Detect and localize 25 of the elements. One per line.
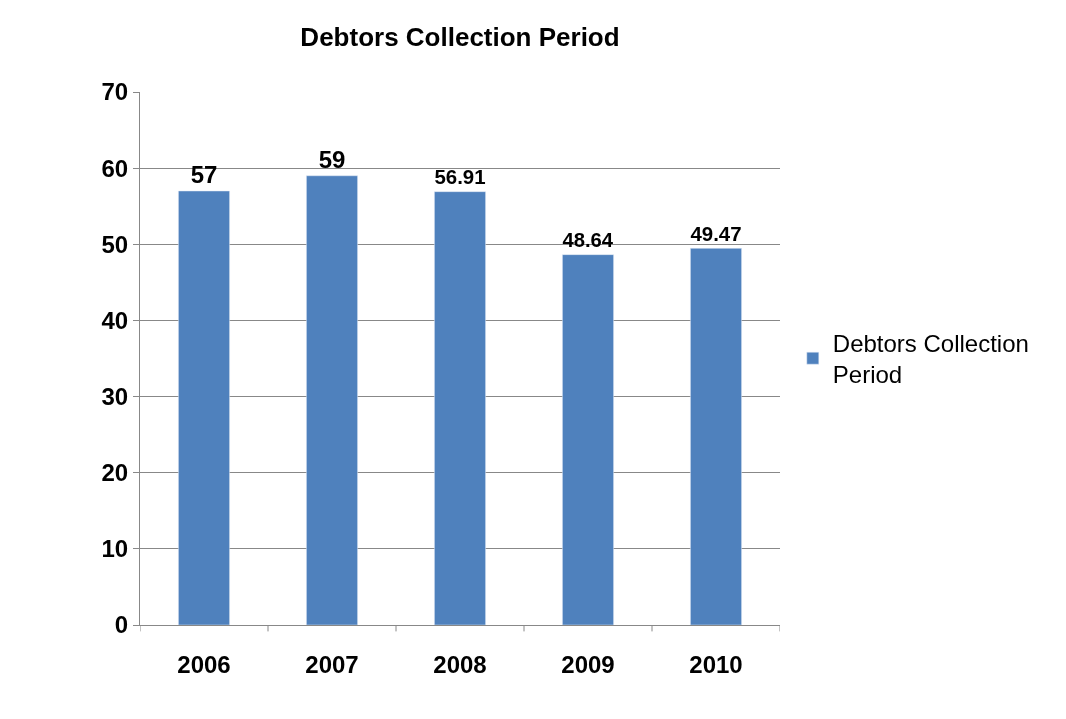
y-tick-label: 70 (101, 78, 129, 106)
x-tick-label: 2007 (305, 650, 359, 678)
y-tick-label: 10 (101, 535, 129, 563)
y-tick-label: 20 (101, 459, 129, 487)
bar (178, 190, 230, 625)
bar (306, 175, 358, 625)
data-label: 56.91 (434, 165, 486, 189)
bar (434, 191, 486, 625)
data-label: 59 (318, 145, 346, 173)
data-label: 48.64 (562, 229, 614, 252)
chart-title: Debtors Collection Period (300, 22, 620, 53)
y-tick-label: 0 (114, 611, 129, 639)
x-tick-label: 2008 (433, 650, 487, 678)
bar (690, 248, 742, 625)
y-tick-label: 50 (101, 230, 129, 258)
y-tick-label: 40 (101, 306, 129, 334)
y-tick-label: 60 (101, 154, 129, 182)
x-tick-label: 2009 (561, 650, 615, 678)
data-label: 57 (190, 160, 218, 188)
x-tick-label: 2010 (689, 650, 743, 678)
y-tick-label: 30 (101, 382, 129, 410)
bar (562, 254, 614, 625)
x-tick-label: 2006 (177, 650, 231, 678)
data-label: 49.47 (690, 222, 742, 246)
legend-label: Debtors Collection Period (832, 329, 1029, 389)
